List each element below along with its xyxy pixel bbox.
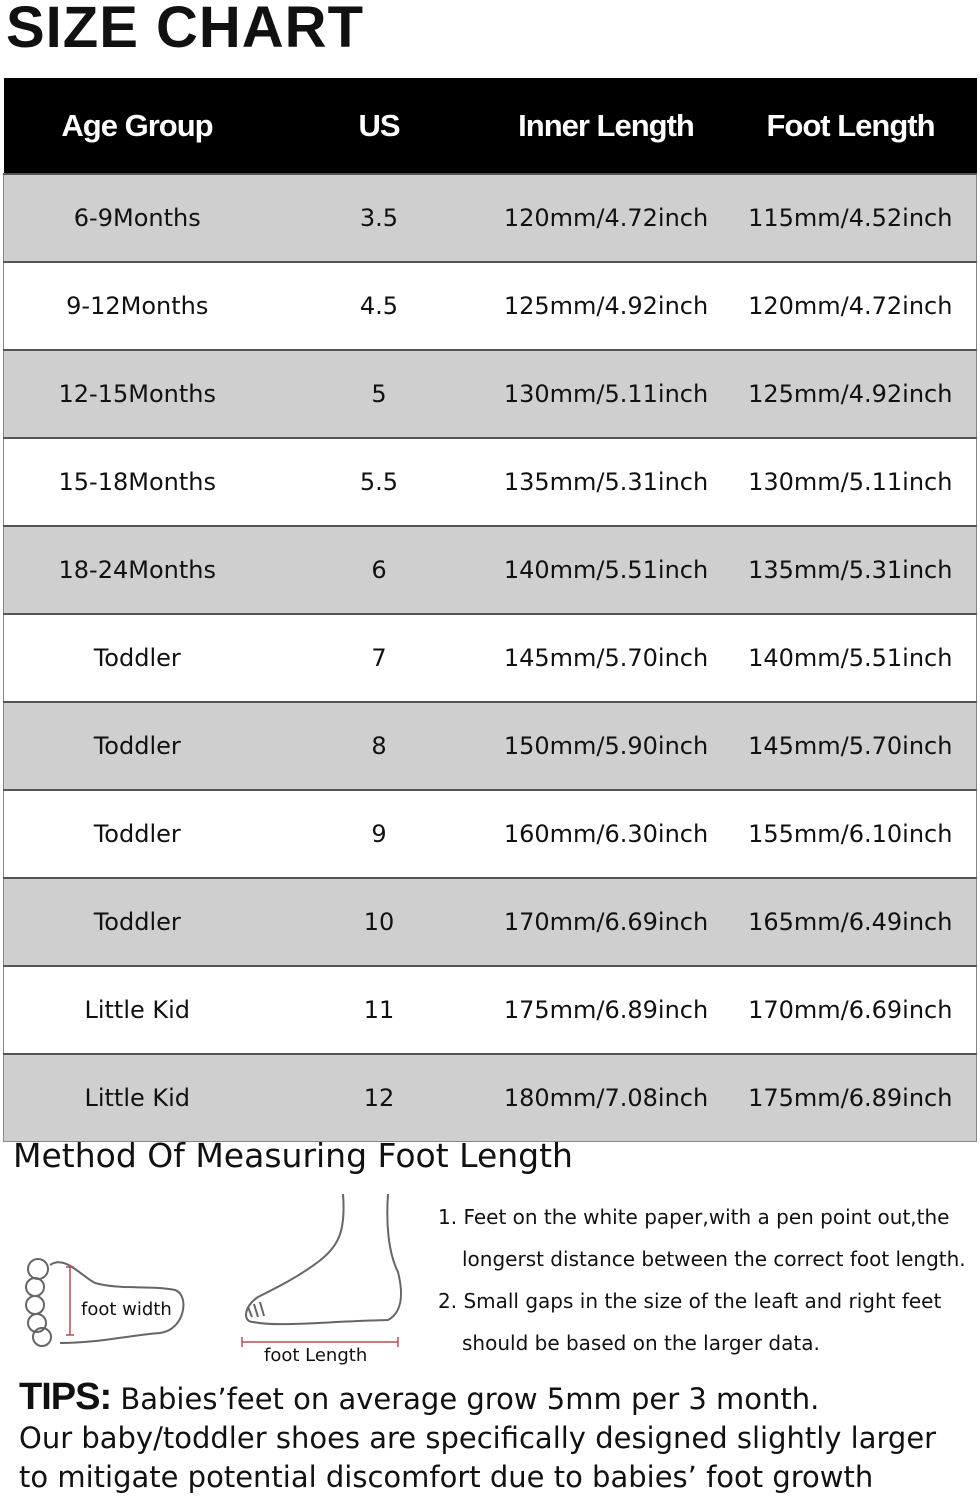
cell-inner-length: 140mm/5.51inch — [487, 525, 725, 615]
cell-age-group: Toddler — [3, 701, 271, 791]
foot-sole-illustration — [25, 1258, 185, 1347]
cell-age-group: Toddler — [3, 789, 271, 879]
cell-age-group: 9-12Months — [3, 261, 271, 351]
foot-length-label: foot Length — [264, 1345, 368, 1366]
cell-age-group: Toddler — [3, 877, 271, 967]
size-table: Age Group US Inner Length Foot Length 6-… — [3, 78, 977, 1142]
cell-us-size: 11 — [270, 965, 488, 1055]
tips-line-2: Our baby/toddler shoes are specifically … — [19, 1421, 937, 1455]
measuring-steps: 1. Feet on the white paper,with a pen po… — [438, 1196, 966, 1364]
table-row: 15-18Months 5.5 135mm/5.31inch 130mm/5.11in… — [3, 437, 977, 527]
cell-inner-length: 130mm/5.11inch — [487, 349, 725, 439]
method-heading: Method Of Measuring Foot Length — [13, 1136, 573, 1175]
foot-side-illustration — [241, 1193, 402, 1347]
tips-line-3: to mitigate potential discomfort due to … — [19, 1460, 874, 1494]
cell-inner-length: 180mm/7.08inch — [487, 1053, 725, 1142]
table-row: Toddler 7 145mm/5.70inch 140mm/5.51inch — [3, 613, 977, 703]
cell-us-size: 12 — [270, 1053, 488, 1142]
tips-section: TIPS: Babies’feet on average grow 5mm pe… — [19, 1378, 936, 1497]
tips-line-1: Babies’feet on average grow 5mm per 3 mo… — [120, 1382, 820, 1416]
cell-inner-length: 145mm/5.70inch — [487, 613, 725, 703]
cell-us-size: 5 — [270, 349, 488, 439]
cell-us-size: 7 — [270, 613, 488, 703]
cell-inner-length: 120mm/4.72inch — [487, 173, 725, 263]
cell-age-group: Little Kid — [3, 965, 271, 1055]
foot-width-label: foot width — [81, 1299, 172, 1320]
cell-inner-length: 125mm/4.92inch — [487, 261, 725, 351]
cell-foot-length: 125mm/4.92inch — [724, 349, 977, 439]
cell-foot-length: 120mm/4.72inch — [724, 261, 977, 351]
cell-inner-length: 160mm/6.30inch — [487, 789, 725, 879]
step-2-line-2: should be based on the larger data. — [462, 1331, 820, 1355]
cell-inner-length: 170mm/6.69inch — [487, 877, 725, 967]
cell-us-size: 10 — [270, 877, 488, 967]
page-title: SIZE CHART — [6, 0, 364, 60]
cell-age-group: 18-24Months — [3, 525, 271, 615]
table-row: Little Kid 12 180mm/7.08inch 175mm/6.89inch — [3, 1053, 977, 1142]
step-2-line-1: 2. Small gaps in the size of the leaft a… — [438, 1289, 942, 1313]
tips-label: TIPS: — [19, 1376, 112, 1418]
cell-inner-length: 175mm/6.89inch — [487, 965, 725, 1055]
cell-inner-length: 135mm/5.31inch — [487, 437, 725, 527]
step-1-line-2: longerst distance between the correct fo… — [462, 1247, 966, 1271]
cell-us-size: 3.5 — [270, 173, 488, 263]
cell-us-size: 4.5 — [270, 261, 488, 351]
table-row: 6-9Months 3.5 120mm/4.72inch 115mm/4.52inch — [3, 173, 977, 263]
cell-foot-length: 145mm/5.70inch — [724, 701, 977, 791]
table-row: 9-12Months 4.5 125mm/4.92inch 120mm/4.72inc… — [3, 261, 977, 351]
cell-age-group: 12-15Months — [3, 349, 271, 439]
cell-us-size: 9 — [270, 789, 488, 879]
cell-foot-length: 115mm/4.52inch — [724, 173, 977, 263]
cell-us-size: 5.5 — [270, 437, 488, 527]
header-us: US — [270, 78, 488, 174]
header-inner-length: Inner Length — [487, 78, 725, 174]
table-row: Toddler 9 160mm/6.30inch 155mm/6.10inch — [3, 789, 977, 879]
cell-foot-length: 175mm/6.89inch — [724, 1053, 977, 1142]
cell-foot-length: 130mm/5.11inch — [724, 437, 977, 527]
cell-age-group: 15-18Months — [3, 437, 271, 527]
table-row: 18-24Months 6 140mm/5.51inch 135mm/5.31inch — [3, 525, 977, 615]
cell-us-size: 8 — [270, 701, 488, 791]
table-row: 12-15Months 5 130mm/5.11inch 125mm/4.92inch — [3, 349, 977, 439]
cell-foot-length: 165mm/6.49inch — [724, 877, 977, 967]
table-row: Toddler 10 170mm/6.69inch 165mm/6.49inch — [3, 877, 977, 967]
table-row: Little Kid 11 175mm/6.89inch 170mm/6.69inch — [3, 965, 977, 1055]
cell-foot-length: 170mm/6.69inch — [724, 965, 977, 1055]
cell-age-group: Toddler — [3, 613, 271, 703]
cell-foot-length: 140mm/5.51inch — [724, 613, 977, 703]
cell-foot-length: 155mm/6.10inch — [724, 789, 977, 879]
cell-inner-length: 150mm/5.90inch — [487, 701, 725, 791]
cell-us-size: 6 — [270, 525, 488, 615]
step-1-line-1: 1. Feet on the white paper,with a pen po… — [438, 1205, 950, 1229]
cell-foot-length: 135mm/5.31inch — [724, 525, 977, 615]
cell-age-group: 6-9Months — [3, 173, 271, 263]
header-age-group: Age Group — [3, 78, 271, 174]
header-foot-length: Foot Length — [724, 78, 977, 174]
table-row: Toddler 8 150mm/5.90inch 145mm/5.70inch — [3, 701, 977, 791]
cell-age-group: Little Kid — [3, 1053, 271, 1142]
table-header: Age Group US Inner Length Foot Length — [3, 78, 977, 174]
